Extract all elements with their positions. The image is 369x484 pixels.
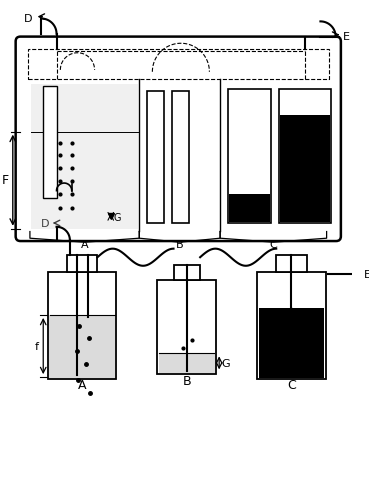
Text: C: C	[269, 240, 277, 250]
Bar	[276, 256, 307, 272]
Bar	[228, 89, 270, 223]
Bar	[257, 272, 326, 379]
Text: F: F	[1, 174, 8, 187]
Text: A: A	[78, 379, 86, 393]
Bar	[48, 272, 117, 379]
Bar	[157, 280, 216, 374]
Bar	[279, 89, 331, 223]
Bar	[280, 115, 330, 222]
Bar	[49, 315, 115, 378]
Bar	[147, 91, 164, 223]
Text: G: G	[221, 359, 230, 369]
Bar	[259, 308, 324, 378]
Text: D: D	[41, 219, 50, 229]
Bar	[31, 84, 138, 228]
Bar	[159, 353, 215, 373]
Text: D: D	[24, 15, 33, 24]
Text: E: E	[343, 32, 350, 43]
Bar	[173, 265, 200, 280]
Text: B: B	[176, 240, 183, 250]
Polygon shape	[294, 202, 317, 222]
Text: A: A	[81, 240, 89, 250]
Text: C: C	[287, 379, 296, 393]
Bar	[229, 194, 270, 222]
Bar	[28, 49, 328, 79]
Text: E: E	[364, 270, 369, 280]
Text: B: B	[183, 375, 191, 388]
FancyBboxPatch shape	[15, 37, 341, 241]
Text: G: G	[114, 213, 121, 223]
Bar	[43, 86, 56, 198]
Bar	[172, 91, 189, 223]
Text: f: f	[35, 342, 39, 352]
Bar	[67, 256, 97, 272]
